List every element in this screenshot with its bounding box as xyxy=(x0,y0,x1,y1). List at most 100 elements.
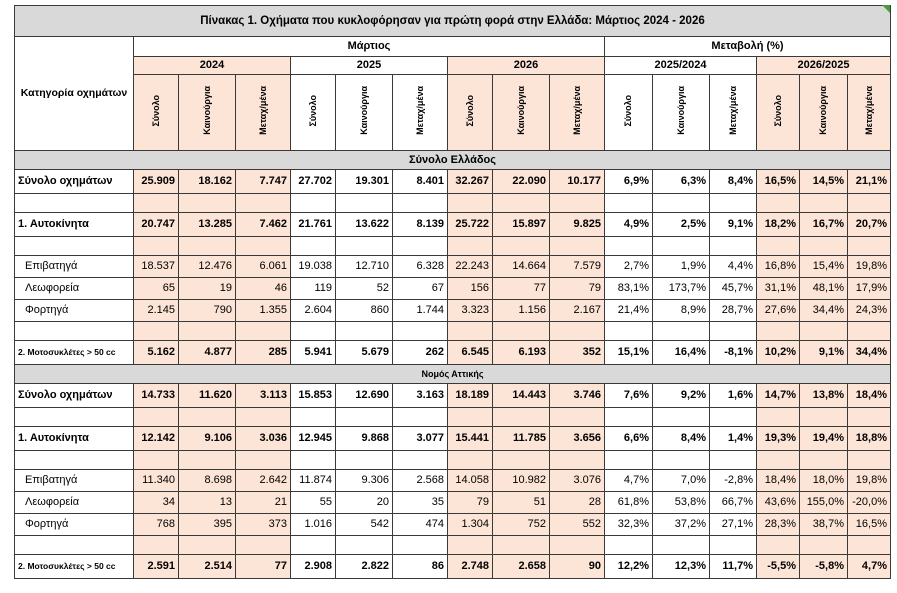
spacer-cell xyxy=(335,321,393,341)
vehicles-table: Πίνακας 1. Οχήματα που κυκλοφόρησαν για … xyxy=(14,5,891,579)
value-cell: 14.664 xyxy=(492,255,550,278)
value-cell: 7.747 xyxy=(235,169,291,194)
spacer-cell xyxy=(847,450,891,470)
value-cell: 7.579 xyxy=(549,255,605,278)
spacer-cell xyxy=(14,535,134,555)
spacer-cell xyxy=(235,535,291,555)
value-cell: 19,3% xyxy=(756,426,800,451)
value-cell: 14,7% xyxy=(756,383,800,408)
value-cell: 12.142 xyxy=(133,426,179,451)
value-cell: 14,5% xyxy=(799,169,848,194)
subcol-label: Μεταχ/μένα xyxy=(257,86,268,135)
value-cell: 2.167 xyxy=(549,299,605,322)
value-cell: -8,1% xyxy=(709,340,757,365)
value-cell: 790 xyxy=(178,299,236,322)
value-cell: 4,4% xyxy=(709,255,757,278)
spacer-cell xyxy=(392,450,448,470)
value-cell: 9.868 xyxy=(335,426,393,451)
period-header-2025-2024: 2025/2024 xyxy=(604,56,757,75)
value-cell: 45,7% xyxy=(709,277,757,300)
subcol-label: Σύνολο xyxy=(150,94,161,127)
value-cell: 2.145 xyxy=(133,299,179,322)
value-cell: 3.113 xyxy=(235,383,291,408)
value-cell: 32,3% xyxy=(604,513,653,536)
value-cell: 11,7% xyxy=(709,554,757,579)
spacer-cell xyxy=(235,193,291,213)
value-cell: 11.785 xyxy=(492,426,550,451)
value-cell: 18,4% xyxy=(756,469,800,492)
value-cell: 10.982 xyxy=(492,469,550,492)
value-cell: 14.733 xyxy=(133,383,179,408)
spacer-cell xyxy=(492,321,550,341)
value-cell: 31,1% xyxy=(756,277,800,300)
spacer-cell xyxy=(709,407,757,427)
value-cell: 156 xyxy=(447,277,493,300)
value-cell: 12,2% xyxy=(604,554,653,579)
value-cell: 16,5% xyxy=(847,513,891,536)
table-row: Φορτηγά 768 395 373 1.016 542 474 1.304 752 552 32… xyxy=(14,513,891,536)
spacer-cell xyxy=(709,236,757,256)
row-label: Επιβατηγά xyxy=(14,469,134,492)
value-cell: 19,8% xyxy=(847,255,891,278)
spacer-cell xyxy=(799,535,848,555)
value-cell: 79 xyxy=(549,277,605,300)
value-cell: 752 xyxy=(492,513,550,536)
row-label: Επιβατηγά xyxy=(14,255,134,278)
value-cell: 2.908 xyxy=(290,554,336,579)
value-cell: 37,2% xyxy=(652,513,710,536)
value-cell: 15.897 xyxy=(492,212,550,237)
value-cell: 27,1% xyxy=(709,513,757,536)
value-cell: 66,7% xyxy=(709,491,757,514)
value-cell: 22.090 xyxy=(492,169,550,194)
spacer-cell xyxy=(392,407,448,427)
value-cell: 155,0% xyxy=(799,491,848,514)
value-cell: 6.328 xyxy=(392,255,448,278)
subcol-header: Μεταχ/μένα xyxy=(392,74,448,151)
value-cell: 7,0% xyxy=(652,469,710,492)
value-cell: 61,8% xyxy=(604,491,653,514)
value-cell: 2.591 xyxy=(133,554,179,579)
spacer-cell xyxy=(447,535,493,555)
value-cell: 25.909 xyxy=(133,169,179,194)
spacer-cell xyxy=(133,535,179,555)
spacer-cell xyxy=(392,535,448,555)
value-cell: 9,1% xyxy=(799,340,848,365)
value-cell: 34,4% xyxy=(847,340,891,365)
table-container: Πίνακας 1. Οχήματα που κυκλοφόρησαν για … xyxy=(14,5,891,579)
subcol-label: Καινούργια xyxy=(515,86,526,135)
spacer-cell xyxy=(549,321,605,341)
spacer-cell xyxy=(799,450,848,470)
value-cell: 16,5% xyxy=(756,169,800,194)
spacer-cell xyxy=(14,407,134,427)
value-cell: 5.162 xyxy=(133,340,179,365)
value-cell: 83,1% xyxy=(604,277,653,300)
subcol-header: Σύνολο xyxy=(133,74,179,151)
subcol-label: Μεταχ/μένα xyxy=(863,86,874,135)
spacer-row xyxy=(14,535,891,555)
corner-marker xyxy=(882,5,890,13)
value-cell: -20,0% xyxy=(847,491,891,514)
table-row: Σύνολο οχημάτων 25.909 18.162 7.747 27.702 19… xyxy=(14,169,891,194)
value-cell: 12.710 xyxy=(335,255,393,278)
value-cell: 46 xyxy=(235,277,291,300)
value-cell: 1,9% xyxy=(652,255,710,278)
value-cell: 27,6% xyxy=(756,299,800,322)
value-cell: 5.679 xyxy=(335,340,393,365)
value-cell: 6,3% xyxy=(652,169,710,194)
value-cell: 19,4% xyxy=(799,426,848,451)
value-cell: 21,1% xyxy=(847,169,891,194)
value-cell: 768 xyxy=(133,513,179,536)
spacer-cell xyxy=(652,535,710,555)
value-cell: 11.620 xyxy=(178,383,236,408)
spacer-cell xyxy=(604,450,653,470)
spacer-cell xyxy=(178,236,236,256)
row-label: Λεωφορεία xyxy=(14,277,134,300)
spacer-cell xyxy=(604,535,653,555)
spacer-cell xyxy=(178,407,236,427)
spacer-cell xyxy=(549,193,605,213)
subcol-header: Καινούργια xyxy=(799,74,848,151)
value-cell: 18.537 xyxy=(133,255,179,278)
subcol-label: Σύνολο xyxy=(623,94,633,127)
spacer-row xyxy=(14,193,891,213)
spacer-cell xyxy=(756,450,800,470)
